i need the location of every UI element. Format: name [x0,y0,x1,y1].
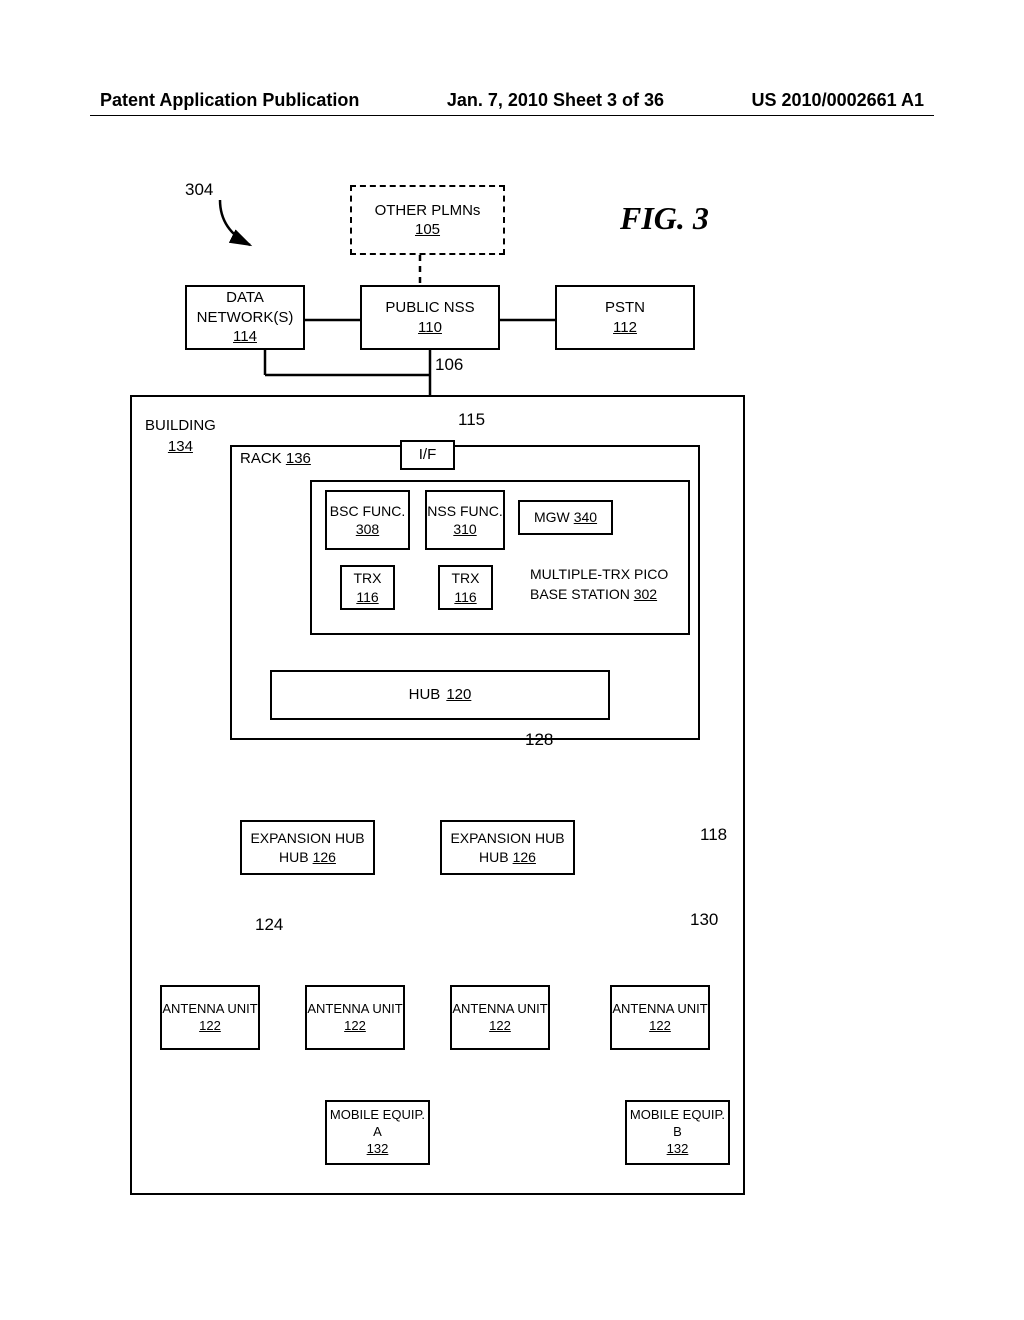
box-other-plmns: OTHER PLMNs 105 [350,185,505,255]
box-mobile-b: MOBILE EQUIP. B 132 [625,1100,730,1165]
ref-124: 124 [255,915,283,935]
box-hub: HUB 120 [270,670,610,720]
ref: 114 [233,327,257,347]
label: TRX [452,569,480,587]
label: PUBLIC NSS [385,298,474,318]
box-pstn: PSTN 112 [555,285,695,350]
label: EXPANSION HUB [250,829,364,847]
box-data-network: DATA NETWORK(S) 114 [185,285,305,350]
diagram-canvas: FIG. 3 304 OTHER PLMNs 105 DATA NETWORK(… [130,180,890,1200]
box-bsc: BSC FUNC. 308 [325,490,410,550]
label: DATA NETWORK(S) [187,288,303,327]
ref: 122 [344,1018,366,1035]
box-antenna-4: ANTENNA UNIT 122 [610,985,710,1050]
label: ANTENNA UNIT [307,1001,402,1018]
ref-118: 118 [700,825,727,845]
ref: 116 [454,588,476,606]
box-mgw: MGW 340 [518,500,613,535]
header-left: Patent Application Publication [100,90,359,111]
label: MGW [534,508,570,526]
building-label: BUILDING 134 [145,415,216,457]
box-expansion-hub-1: EXPANSION HUB HUB126 [240,820,375,875]
header-divider [90,115,934,116]
box-antenna-1: ANTENNA UNIT 122 [160,985,260,1050]
label: MOBILE EQUIP. A [327,1107,428,1141]
ref: 340 [574,508,597,526]
ref: 122 [199,1018,221,1035]
ref: 126 [513,849,536,865]
label: I/F [419,445,437,465]
ref: 132 [367,1141,389,1158]
box-trx-2: TRX 116 [438,565,493,610]
box-if: I/F [400,440,455,470]
ref: 116 [356,588,378,606]
ref: 105 [415,220,440,240]
ref-130: 130 [690,910,718,930]
label: BUILDING [145,415,216,436]
header-right: US 2010/0002661 A1 [752,90,924,111]
pico-label: MULTIPLE-TRX PICO BASE STATION 302 [530,565,685,604]
box-public-nss: PUBLIC NSS 110 [360,285,500,350]
rack-label: RACK 136 [240,450,311,467]
label: NSS FUNC. [427,502,502,520]
label: BSC FUNC. [330,502,405,520]
label: TRX [354,569,382,587]
label: PSTN [605,298,645,318]
ref-128: 128 [525,730,553,750]
ref-115: 115 [458,410,485,430]
ref: 112 [613,318,637,338]
label: OTHER PLMNs [375,201,481,221]
box-antenna-3: ANTENNA UNIT 122 [450,985,550,1050]
label: MOBILE EQUIP. B [627,1107,728,1141]
ref-106: 106 [435,355,463,375]
label: EXPANSION HUB [450,829,564,847]
ref: 126 [313,849,336,865]
box-antenna-2: ANTENNA UNIT 122 [305,985,405,1050]
ref: 110 [418,318,442,338]
box-nss: NSS FUNC. 310 [425,490,505,550]
ref: 132 [667,1141,689,1158]
page-header: Patent Application Publication Jan. 7, 2… [0,90,1024,111]
ref: 134 [145,436,216,457]
header-center: Jan. 7, 2010 Sheet 3 of 36 [447,90,664,111]
figure-label: FIG. 3 [620,200,709,237]
ref-304: 304 [185,180,213,200]
label: ANTENNA UNIT [452,1001,547,1018]
box-mobile-a: MOBILE EQUIP. A 132 [325,1100,430,1165]
label: HUB [409,685,441,705]
ref: 308 [356,520,379,538]
ref: 122 [489,1018,511,1035]
box-trx-1: TRX 116 [340,565,395,610]
ref: 310 [453,520,476,538]
ref: 122 [649,1018,671,1035]
label: ANTENNA UNIT [162,1001,257,1018]
label: ANTENNA UNIT [612,1001,707,1018]
box-expansion-hub-2: EXPANSION HUB HUB126 [440,820,575,875]
ref: 120 [446,685,471,705]
